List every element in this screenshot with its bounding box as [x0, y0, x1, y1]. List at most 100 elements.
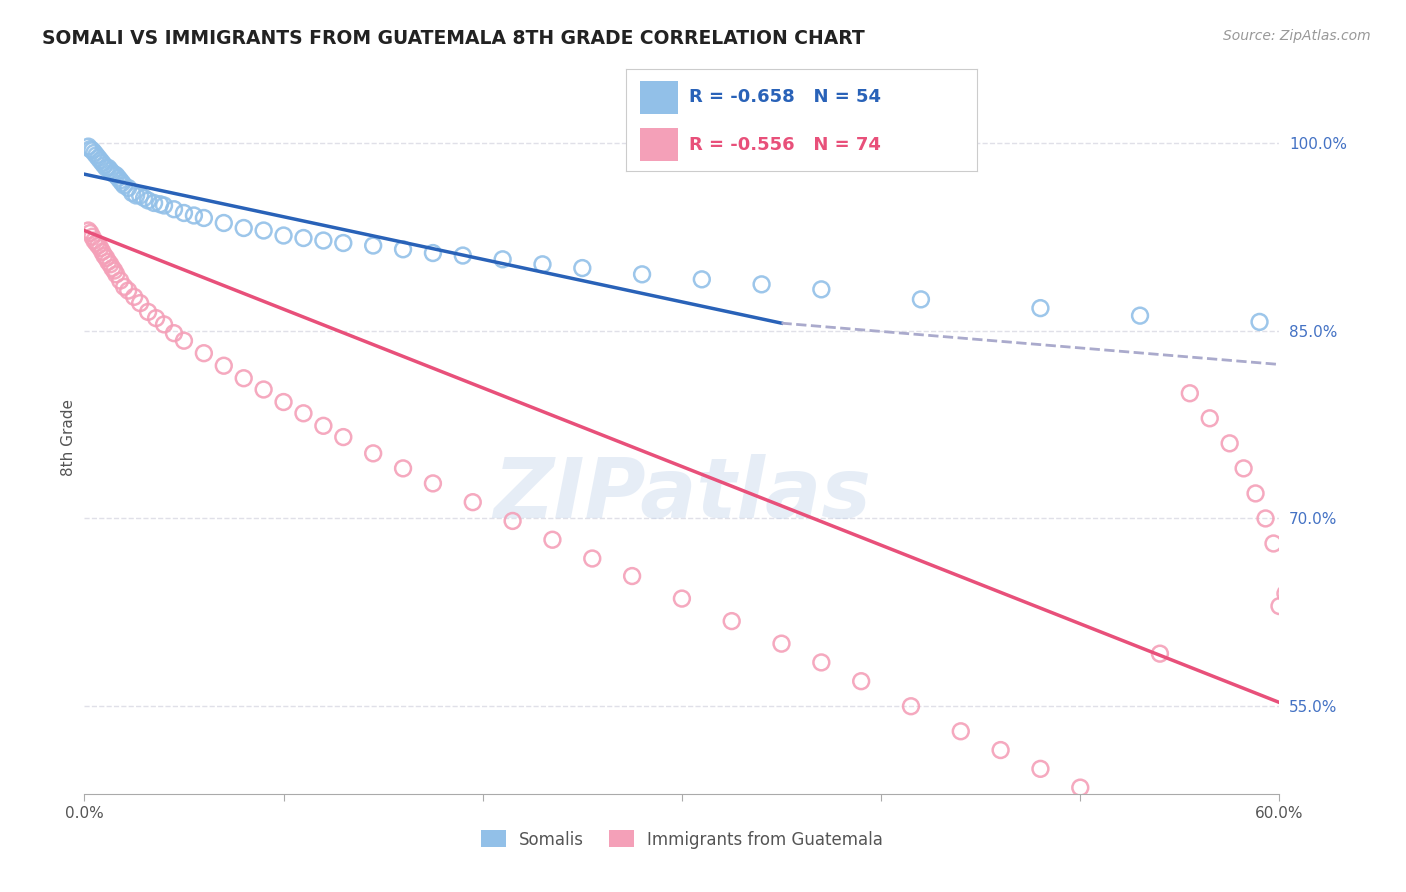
Point	[1129, 309, 1152, 323]
Point	[361, 446, 384, 460]
Point	[422, 246, 444, 260]
Point	[273, 228, 295, 243]
Point	[145, 311, 167, 326]
Point	[1069, 780, 1091, 795]
Point	[77, 139, 100, 153]
Point	[492, 252, 515, 267]
Point	[751, 277, 773, 292]
Point	[1249, 315, 1271, 329]
Point	[1340, 749, 1362, 764]
Point	[690, 272, 713, 286]
Point	[212, 216, 235, 230]
Point	[97, 255, 120, 269]
Point	[101, 261, 124, 276]
Point	[103, 167, 125, 181]
Y-axis label: 8th Grade: 8th Grade	[60, 399, 76, 475]
Point	[101, 166, 124, 180]
Point	[451, 248, 474, 262]
Point	[89, 241, 111, 255]
Legend: Somalis, Immigrants from Guatemala: Somalis, Immigrants from Guatemala	[472, 822, 891, 857]
Point	[105, 268, 128, 282]
Text: Source: ZipAtlas.com: Source: ZipAtlas.com	[1223, 29, 1371, 43]
Point	[83, 145, 105, 160]
Bar	[640, 81, 678, 114]
Point	[1324, 699, 1347, 714]
Point	[851, 674, 873, 689]
Point	[79, 142, 101, 156]
Point	[129, 296, 152, 310]
Point	[1305, 712, 1327, 726]
Point	[117, 284, 139, 298]
Point	[1254, 511, 1277, 525]
Point	[1282, 637, 1305, 651]
Point	[671, 591, 693, 606]
Point	[103, 263, 125, 277]
Point	[193, 211, 215, 225]
Point	[392, 461, 415, 475]
Point	[82, 229, 104, 244]
Point	[149, 197, 172, 211]
Point	[183, 209, 205, 223]
Point	[93, 158, 115, 172]
Point	[1274, 586, 1296, 600]
Point	[1308, 599, 1330, 613]
Point	[136, 194, 159, 208]
Point	[212, 359, 235, 373]
Point	[461, 495, 484, 509]
Point	[392, 242, 415, 256]
Point	[581, 551, 603, 566]
Point	[1233, 461, 1256, 475]
Point	[1219, 436, 1241, 450]
Point	[86, 235, 108, 250]
Point	[1268, 599, 1291, 613]
Point	[1288, 662, 1310, 676]
Point	[621, 569, 644, 583]
Point	[900, 699, 922, 714]
Point	[1298, 687, 1320, 701]
Point	[117, 181, 139, 195]
Point	[1149, 647, 1171, 661]
Point	[110, 173, 132, 187]
Point	[105, 169, 128, 183]
Point	[253, 223, 276, 237]
Point	[541, 533, 564, 547]
Point	[232, 221, 254, 235]
Point	[107, 170, 129, 185]
Point	[810, 282, 832, 296]
Point	[98, 163, 121, 178]
Point	[112, 280, 135, 294]
Point	[136, 305, 159, 319]
Point	[87, 238, 110, 252]
Point	[121, 186, 143, 200]
Point	[98, 257, 121, 271]
Point	[132, 191, 156, 205]
Point	[1331, 724, 1354, 739]
Text: ZIPatlas: ZIPatlas	[494, 454, 870, 534]
Point	[1109, 799, 1132, 814]
Point	[1178, 386, 1201, 401]
Point	[112, 178, 135, 193]
Point	[89, 153, 111, 168]
Point	[173, 334, 195, 348]
Point	[910, 293, 932, 307]
Point	[110, 274, 132, 288]
Point	[87, 151, 110, 165]
Bar	[640, 128, 678, 161]
Point	[810, 656, 832, 670]
Point	[153, 318, 176, 332]
Point	[111, 176, 134, 190]
Point	[83, 234, 105, 248]
Point	[93, 248, 115, 262]
Point	[122, 290, 145, 304]
Point	[193, 346, 215, 360]
Point	[332, 430, 354, 444]
Point	[1029, 762, 1052, 776]
Point	[163, 202, 186, 217]
Point	[153, 198, 176, 212]
Point	[143, 196, 166, 211]
Point	[631, 268, 654, 282]
Point	[273, 395, 295, 409]
Text: R = -0.556   N = 74: R = -0.556 N = 74	[689, 136, 880, 153]
Text: R = -0.658   N = 54: R = -0.658 N = 54	[689, 88, 882, 106]
Point	[949, 724, 972, 739]
